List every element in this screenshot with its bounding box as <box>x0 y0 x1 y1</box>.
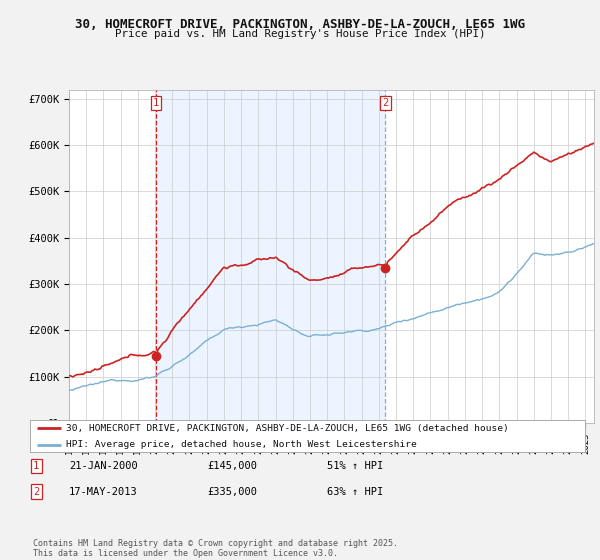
Text: £335,000: £335,000 <box>207 487 257 497</box>
Text: 2: 2 <box>382 98 389 108</box>
Text: 51% ↑ HPI: 51% ↑ HPI <box>327 461 383 471</box>
Text: 1: 1 <box>153 98 159 108</box>
Text: 2: 2 <box>33 487 39 497</box>
Text: 17-MAY-2013: 17-MAY-2013 <box>69 487 138 497</box>
Text: 21-JAN-2000: 21-JAN-2000 <box>69 461 138 471</box>
Text: 63% ↑ HPI: 63% ↑ HPI <box>327 487 383 497</box>
Text: £145,000: £145,000 <box>207 461 257 471</box>
Text: Contains HM Land Registry data © Crown copyright and database right 2025.
This d: Contains HM Land Registry data © Crown c… <box>33 539 398 558</box>
Text: 1: 1 <box>33 461 39 471</box>
Text: Price paid vs. HM Land Registry's House Price Index (HPI): Price paid vs. HM Land Registry's House … <box>115 29 485 39</box>
Text: 30, HOMECROFT DRIVE, PACKINGTON, ASHBY-DE-LA-ZOUCH, LE65 1WG: 30, HOMECROFT DRIVE, PACKINGTON, ASHBY-D… <box>75 18 525 31</box>
Text: HPI: Average price, detached house, North West Leicestershire: HPI: Average price, detached house, Nort… <box>66 440 417 449</box>
Bar <box>156 90 385 423</box>
Text: 30, HOMECROFT DRIVE, PACKINGTON, ASHBY-DE-LA-ZOUCH, LE65 1WG (detached house): 30, HOMECROFT DRIVE, PACKINGTON, ASHBY-D… <box>66 424 509 433</box>
